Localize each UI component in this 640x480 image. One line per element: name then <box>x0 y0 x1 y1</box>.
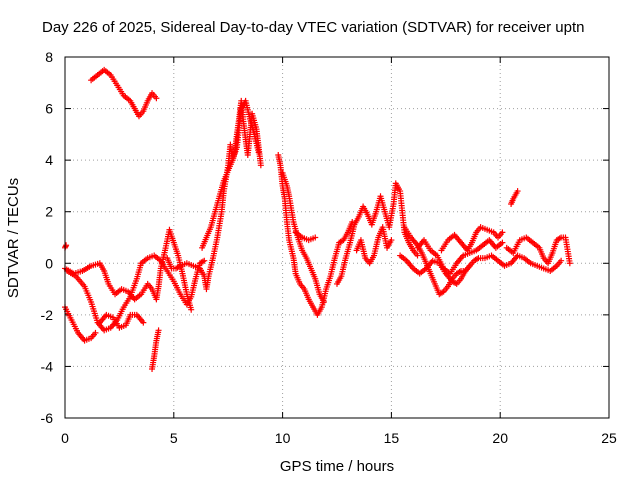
y-tick-label: 2 <box>45 204 53 220</box>
data-point <box>140 319 147 326</box>
y-tick-label: 6 <box>45 101 53 117</box>
plot-frame <box>64 56 610 419</box>
y-tick-label: 0 <box>45 255 53 271</box>
data-point <box>153 95 160 102</box>
data-point <box>566 260 573 267</box>
data-point <box>499 239 506 246</box>
y-axis-label: SDTVAR / TECUs <box>5 178 22 298</box>
data-point <box>558 257 565 264</box>
y-tick-labels: -6 -4 -2 0 2 4 6 8 <box>41 49 54 426</box>
data-point <box>514 188 521 195</box>
grid <box>65 57 609 418</box>
y-tick-label: 4 <box>45 152 53 168</box>
x-tick-label: 5 <box>170 430 178 446</box>
data-point <box>92 329 99 336</box>
x-tick-label: 15 <box>384 430 400 446</box>
chart-title: Day 226 of 2025, Sidereal Day-to-day VTE… <box>42 19 584 36</box>
data-point <box>188 306 195 313</box>
data-point <box>499 229 506 236</box>
y-tick-label: -6 <box>41 410 54 426</box>
data-point <box>257 162 264 169</box>
x-tick-label: 20 <box>492 430 508 446</box>
x-tick-label: 25 <box>601 430 617 446</box>
y-tick-label: 8 <box>45 49 53 65</box>
x-tick-label: 0 <box>61 430 69 446</box>
y-tick-label: -2 <box>41 307 54 323</box>
data-point <box>63 242 70 249</box>
x-tick-labels: 0 5 10 15 20 25 <box>61 430 617 446</box>
data-point <box>155 327 162 334</box>
data-point <box>320 298 327 305</box>
y-tick-label: -4 <box>41 358 54 374</box>
data-point <box>388 237 395 244</box>
data-point <box>414 252 421 259</box>
data-point <box>255 149 262 156</box>
x-axis-label: GPS time / hours <box>280 458 394 475</box>
x-tick-label: 10 <box>275 430 291 446</box>
data-point <box>312 234 319 241</box>
data-points <box>62 66 573 373</box>
data-point <box>201 257 208 264</box>
